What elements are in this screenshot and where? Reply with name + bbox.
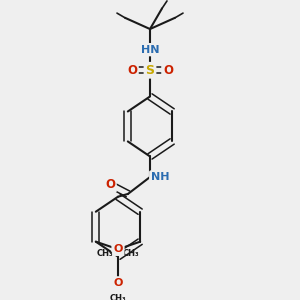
- Text: O: O: [127, 64, 137, 77]
- Text: HN: HN: [141, 45, 159, 55]
- Text: CH₃: CH₃: [123, 249, 139, 258]
- Text: O: O: [113, 244, 123, 254]
- Text: CH₃: CH₃: [110, 294, 126, 300]
- Text: O: O: [105, 178, 115, 191]
- Text: S: S: [146, 64, 154, 77]
- Text: O: O: [113, 244, 122, 254]
- Text: O: O: [113, 278, 123, 288]
- Text: CH₃: CH₃: [97, 249, 113, 258]
- Text: O: O: [163, 64, 173, 77]
- Text: NH: NH: [151, 172, 169, 182]
